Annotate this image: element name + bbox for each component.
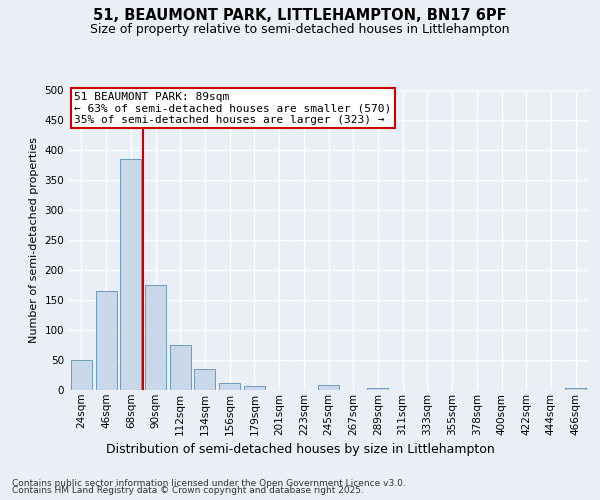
Text: Size of property relative to semi-detached houses in Littlehampton: Size of property relative to semi-detach… [90,22,510,36]
Text: Contains HM Land Registry data © Crown copyright and database right 2025.: Contains HM Land Registry data © Crown c… [12,486,364,495]
Bar [244,386,265,390]
Bar [318,385,339,390]
Bar [95,291,116,390]
Text: 51, BEAUMONT PARK, LITTLEHAMPTON, BN17 6PF: 51, BEAUMONT PARK, LITTLEHAMPTON, BN17 6… [93,8,507,22]
Bar [71,360,92,390]
Bar [170,345,191,390]
Bar [120,159,141,390]
Y-axis label: Number of semi-detached properties: Number of semi-detached properties [29,137,39,343]
Bar [367,388,388,390]
Bar [194,369,215,390]
Text: Contains public sector information licensed under the Open Government Licence v3: Contains public sector information licen… [12,478,406,488]
Bar [219,383,240,390]
Text: 51 BEAUMONT PARK: 89sqm
← 63% of semi-detached houses are smaller (570)
35% of s: 51 BEAUMONT PARK: 89sqm ← 63% of semi-de… [74,92,391,124]
Bar [145,285,166,390]
Text: Distribution of semi-detached houses by size in Littlehampton: Distribution of semi-detached houses by … [106,442,494,456]
Bar [565,388,586,390]
